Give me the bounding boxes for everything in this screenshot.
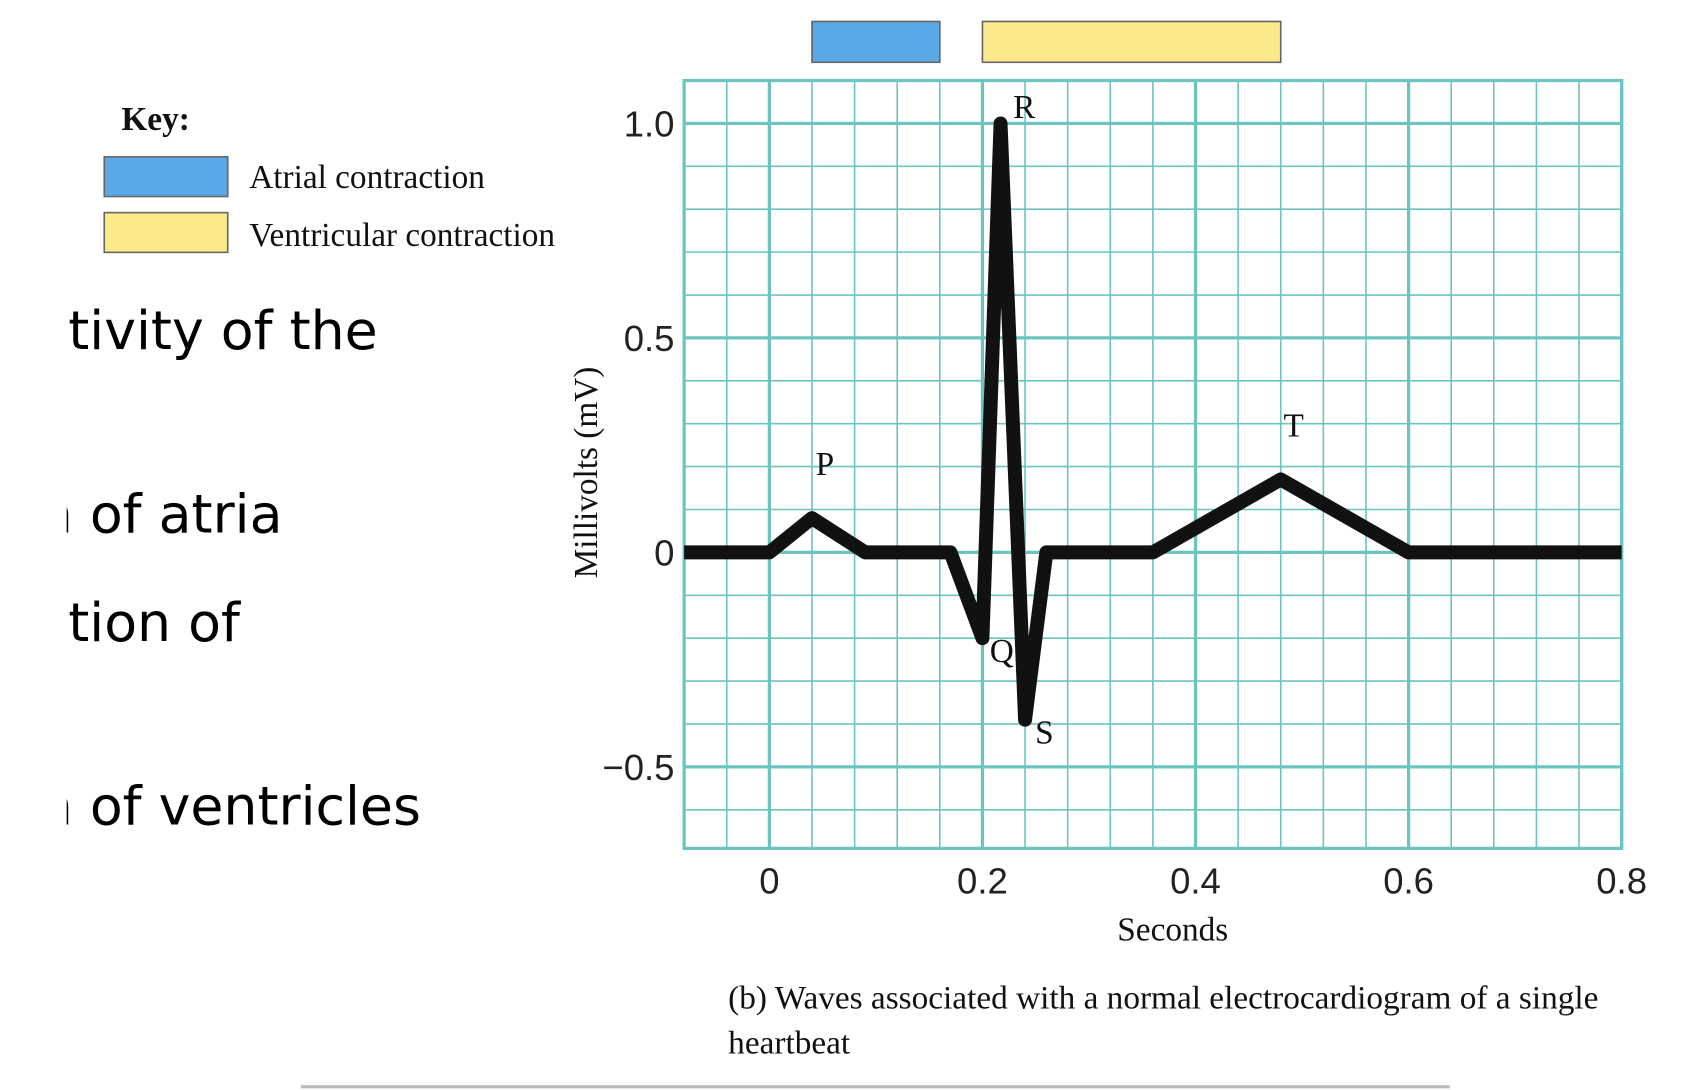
x-tick-label: 0.6 xyxy=(1383,860,1434,901)
x-axis-label: Seconds xyxy=(1117,912,1228,949)
interval-bar xyxy=(981,20,1282,64)
y-tick-label: −0.5 xyxy=(602,747,674,788)
wave-label: T xyxy=(1283,408,1303,445)
ecg-line xyxy=(684,116,1622,727)
plot-frame xyxy=(682,78,1624,850)
wave-label: R xyxy=(1013,89,1036,126)
y-axis-label: Millivolts (mV) xyxy=(568,367,605,579)
slide-text-group: ctivity of the n of atria ction of n of … xyxy=(39,299,421,838)
legend-label: Ventricular contraction xyxy=(249,217,555,254)
x-tick-label: 0.8 xyxy=(1596,860,1647,901)
wave-label: Q xyxy=(990,633,1014,670)
y-tick-label: 1.0 xyxy=(624,103,675,144)
x-tick-label: 0.2 xyxy=(957,860,1008,901)
caption: (b) Waves associated with a normal elect… xyxy=(728,978,1599,1062)
slide-text: ction of xyxy=(39,591,241,654)
wave-label: P xyxy=(816,446,835,483)
caption-box: (b) Waves associated with a normal elect… xyxy=(728,978,1599,1062)
slide-text: n of atria xyxy=(39,483,283,546)
x-tick-label: 0.4 xyxy=(1170,860,1221,901)
wave-label: S xyxy=(1035,714,1054,751)
slide-text: n of ventricles xyxy=(39,775,421,838)
legend-label: Atrial contraction xyxy=(249,159,485,196)
x-tick-label: 0 xyxy=(759,860,779,901)
key-title: Key: xyxy=(121,101,189,138)
interval-bar xyxy=(811,20,941,64)
legend-swatch xyxy=(103,211,229,254)
slide-text: ctivity of the xyxy=(39,299,378,362)
legend-swatch xyxy=(103,155,229,198)
y-tick-label: 0.5 xyxy=(624,318,675,359)
y-tick-label: 0 xyxy=(654,532,674,573)
